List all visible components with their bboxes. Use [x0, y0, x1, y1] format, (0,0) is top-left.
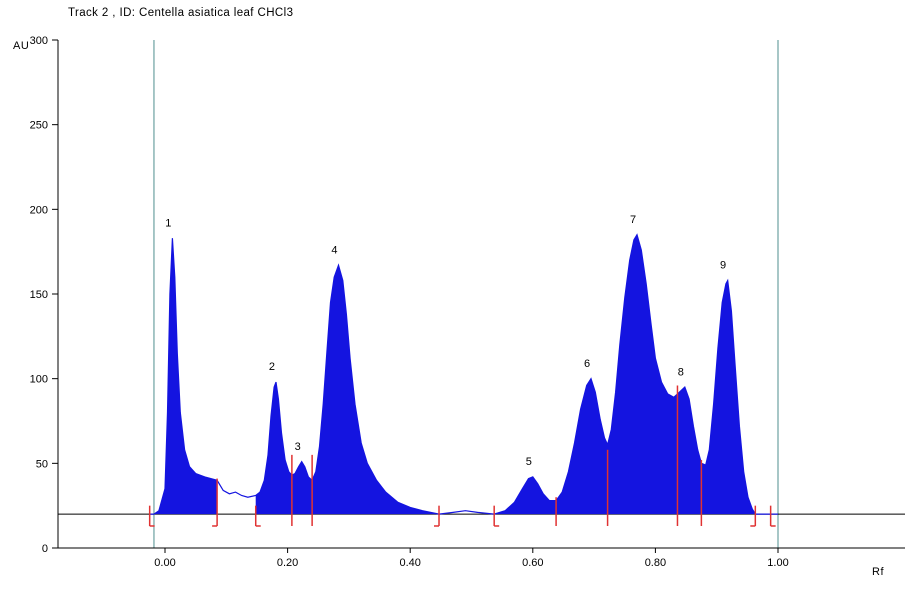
y-tick-label: 200: [30, 204, 48, 216]
peak-fill-region: [494, 234, 756, 515]
peak-label: 7: [630, 214, 636, 226]
peak-label: 4: [331, 244, 337, 256]
y-tick-label: 0: [42, 543, 48, 555]
peak-label: 1: [165, 217, 171, 229]
peak-label: 9: [720, 260, 726, 272]
densitogram-curve: [149, 233, 778, 515]
x-axis-label: Rf: [872, 566, 884, 578]
peak-fill-region: [255, 265, 440, 515]
y-tick-label: 100: [30, 374, 48, 386]
x-tick-label: 0.00: [154, 557, 175, 569]
peak-fill-region: [149, 238, 218, 515]
x-tick-label: 1.00: [767, 557, 788, 569]
y-tick-label: 300: [30, 35, 48, 47]
y-tick-label: 50: [36, 458, 48, 470]
peak-label: 6: [584, 358, 590, 370]
track-title: Track 2 , ID: Centella asiatica leaf CHC…: [68, 7, 294, 19]
x-tick-label: 0.20: [277, 557, 298, 569]
y-tick-label: 250: [30, 120, 48, 132]
x-tick-label: 0.40: [399, 557, 420, 569]
x-tick-label: 0.80: [645, 557, 666, 569]
peak-fills: [149, 234, 756, 515]
integration-markers: [148, 385, 776, 527]
x-tick-label: 0.60: [522, 557, 543, 569]
peak-label: 3: [295, 441, 301, 453]
peak-label: 2: [269, 361, 275, 373]
axes: 0 50 100 150 200 250 300 0.00 0.20 0.40 0.60 0.80 1.…: [30, 35, 905, 569]
guide-lines: [153, 40, 779, 548]
y-axis-label: AU: [13, 40, 30, 52]
peak-label: 5: [526, 456, 532, 468]
peak-labels: 1 2 3 4 5 6 7 8 9: [165, 214, 726, 468]
peak-label: 8: [678, 366, 684, 378]
y-tick-label: 150: [30, 289, 48, 301]
